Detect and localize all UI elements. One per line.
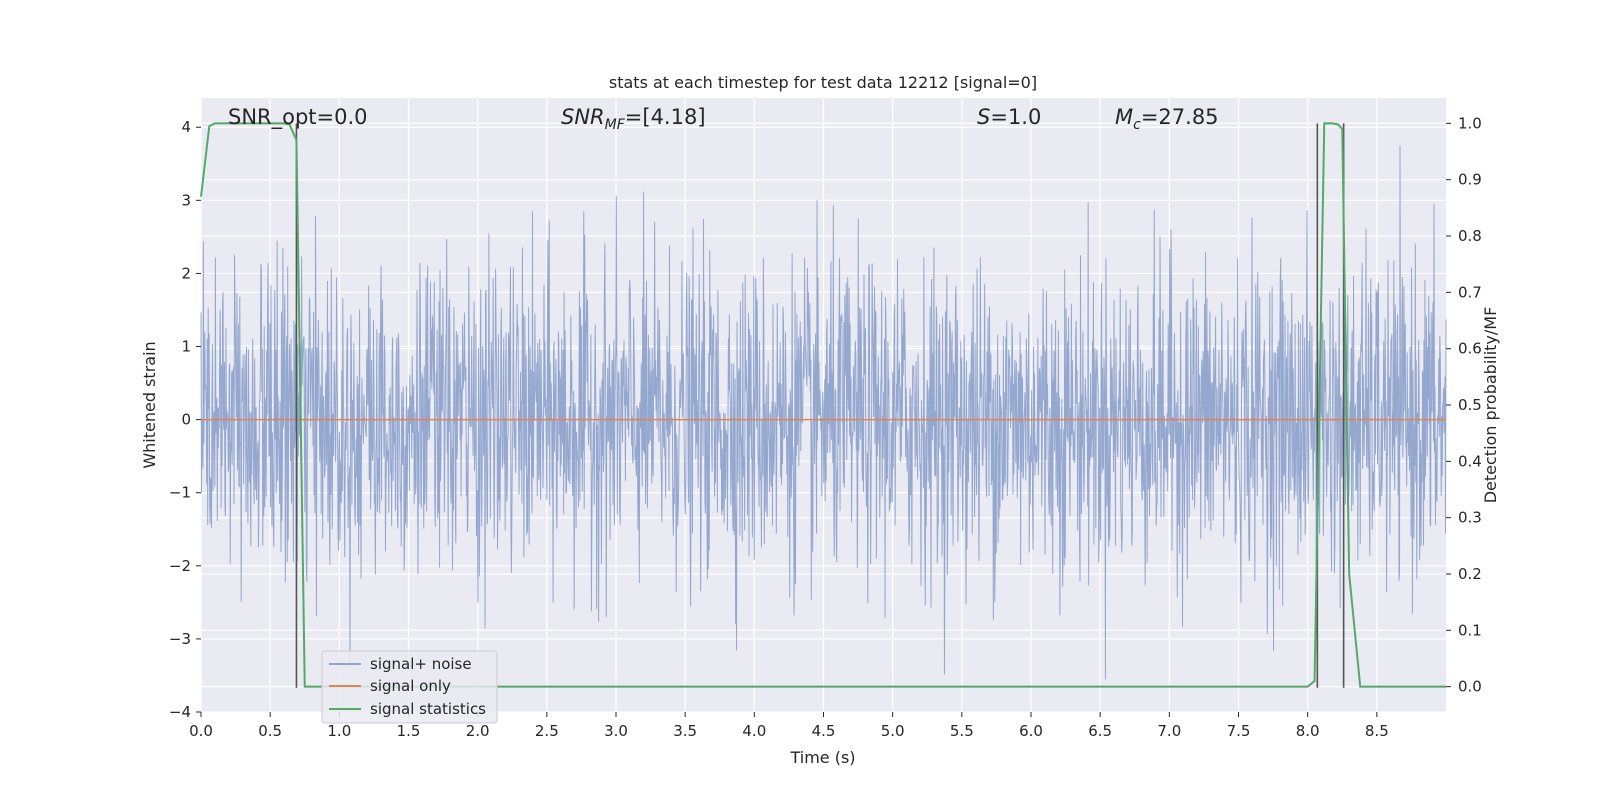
- y-tick-label-8: −4: [169, 703, 191, 721]
- y-tick-label-7: −3: [169, 630, 191, 648]
- y2-tick-label-4: 0.6: [1458, 340, 1482, 358]
- annotation-s-main: S: [977, 105, 990, 129]
- x-tick-label-12: 6.0: [1019, 722, 1043, 740]
- y-tick-label-6: −2: [169, 557, 191, 575]
- annotation-snr-mf-main: SNR: [561, 105, 605, 129]
- signal-statistics-series: [200, 122, 1446, 688]
- y-tick-label-3: 1: [181, 338, 191, 356]
- x-axis: 0.0 0.5 1.0 1.5 2.0 2.5 3.0 3.5 4.0 4.5 5.0 5.5 6.0 6…: [189, 712, 1389, 740]
- legend-entry-stats: signal statistics: [370, 700, 486, 718]
- y-tick-label-5: −1: [169, 484, 191, 502]
- x-tick-label-0: 0.0: [189, 722, 213, 740]
- annotation-snr-mf-value: =[4.18]: [625, 105, 706, 129]
- x-tick-label-2: 1.0: [327, 722, 351, 740]
- series-line-signal-statistics: [200, 122, 1446, 688]
- x-tick-label-14: 7.0: [1157, 722, 1181, 740]
- annotation-mc-value: =27.85: [1141, 105, 1219, 129]
- y2-tick-label-9: 0.1: [1458, 621, 1482, 639]
- y-tick-label-0: 4: [181, 118, 191, 136]
- y2-tick-label-3: 0.7: [1458, 283, 1482, 301]
- y2-tick-label-10: 0.0: [1458, 678, 1482, 696]
- y2-tick-label-1: 0.9: [1458, 171, 1482, 189]
- annotation-mc-main: M: [1115, 105, 1133, 129]
- annotation-mc: Mc=27.85: [1115, 105, 1219, 133]
- x-tick-label-3: 1.5: [397, 722, 421, 740]
- x-tick-label-16: 8.0: [1296, 722, 1320, 740]
- x-tick-label-4: 2.0: [466, 722, 490, 740]
- x-tick-label-7: 3.5: [673, 722, 697, 740]
- y2-tick-label-0: 1.0: [1458, 114, 1482, 132]
- y2-axis-label: Detection probability/MF: [1481, 307, 1500, 504]
- y2-tick-label-5: 0.5: [1458, 396, 1482, 414]
- x-axis-label: Time (s): [789, 748, 855, 767]
- legend: signal+ noise signal only signal statist…: [321, 650, 498, 724]
- y-axis-right: 1.0 0.9 0.8 0.7 0.6 0.5 0.4 0.3 0.2 0.1 0.0: [1446, 114, 1482, 696]
- x-tick-label-17: 8.5: [1365, 722, 1389, 740]
- x-tick-label-15: 7.5: [1227, 722, 1251, 740]
- annotation-snr-mf: SNRMF=[4.18]: [561, 105, 706, 133]
- x-tick-label-1: 0.5: [258, 722, 282, 740]
- legend-entry-signal: signal only: [370, 677, 451, 695]
- series-line-signal-noise: [200, 146, 1447, 680]
- x-tick-label-6: 3.0: [604, 722, 628, 740]
- x-tick-label-8: 4.0: [742, 722, 766, 740]
- y2-tick-label-8: 0.2: [1458, 565, 1482, 583]
- x-tick-label-5: 2.5: [535, 722, 559, 740]
- y-tick-label-2: 2: [181, 264, 191, 282]
- x-tick-label-13: 6.5: [1088, 722, 1112, 740]
- legend-entry-noise: signal+ noise: [370, 655, 472, 673]
- y2-tick-label-2: 0.8: [1458, 227, 1482, 245]
- annotation-snr-mf-sub: MF: [605, 117, 626, 133]
- y-axis-label: Whitened strain: [140, 341, 159, 468]
- y-axis-left: 4 3 2 1 0 −1 −2 −3 −4: [169, 118, 201, 721]
- y2-tick-label-7: 0.3: [1458, 509, 1482, 527]
- annotation-snr-opt: SNR_opt=0.0: [228, 105, 368, 130]
- chart-title: stats at each timestep for test data 122…: [609, 73, 1037, 92]
- annotation-s: S=1.0: [977, 105, 1041, 129]
- annotation-mc-sub: c: [1133, 117, 1141, 133]
- legend-box: [321, 650, 498, 724]
- x-tick-label-10: 5.0: [881, 722, 905, 740]
- x-tick-label-9: 4.5: [812, 722, 836, 740]
- y-tick-label-1: 3: [181, 191, 191, 209]
- y2-tick-label-6: 0.4: [1458, 452, 1482, 470]
- y-tick-label-4: 0: [181, 411, 191, 429]
- signal-noise-series: [200, 146, 1447, 680]
- x-tick-label-11: 5.5: [950, 722, 974, 740]
- annotation-s-value: =1.0: [990, 105, 1041, 129]
